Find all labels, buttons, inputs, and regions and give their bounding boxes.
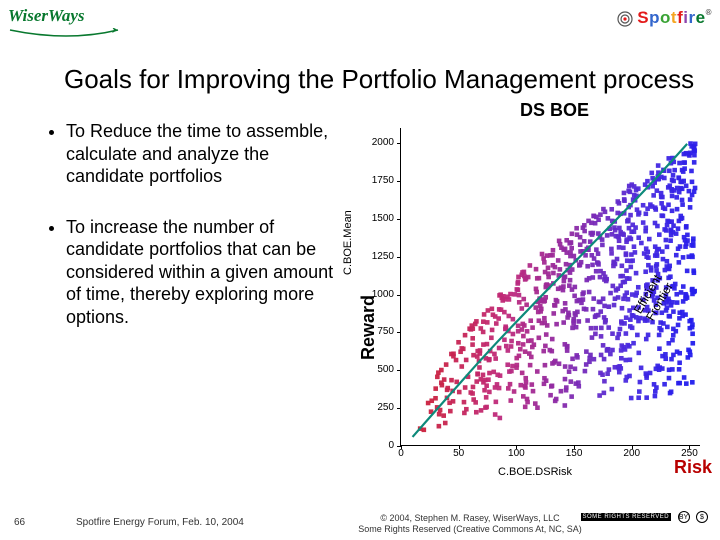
cc-by-icon: BY xyxy=(678,511,690,523)
cc-nc-icon: $ xyxy=(696,511,708,523)
bullet-item: To increase the number of candidate port… xyxy=(66,216,348,329)
y-tick-label: 1250 xyxy=(354,251,394,262)
y-tick-label: 0 xyxy=(354,440,394,451)
wiser-ways-logo: WiserWays xyxy=(8,6,85,26)
page-number: 66 xyxy=(14,517,25,528)
x-tick-label: 150 xyxy=(566,448,583,459)
x-side-label: Risk xyxy=(674,457,712,478)
scatter-plot: 0250500750100012501500175020000501001502… xyxy=(400,128,700,446)
y-tick-label: 1000 xyxy=(354,289,394,300)
y-tick-label: 2000 xyxy=(354,137,394,148)
spotfire-target-icon xyxy=(617,11,633,27)
y-tick-label: 250 xyxy=(354,402,394,413)
y-tick-label: 1500 xyxy=(354,213,394,224)
y-tick-label: 750 xyxy=(354,326,394,337)
y-tick-label: 1750 xyxy=(354,175,394,186)
wiser-ways-text: WiserWays xyxy=(8,6,85,25)
forum-text: Spotfire Energy Forum, Feb. 10, 2004 xyxy=(76,517,244,528)
x-tick-label: 50 xyxy=(453,448,464,459)
copyright-line1: © 2004, Stephen M. Rasey, WiserWays, LLC xyxy=(320,513,620,523)
registered-mark: ® xyxy=(706,8,712,17)
bullet-list: To Reduce the time to assemble, calculat… xyxy=(48,120,348,356)
y-axis-label: C.BOE.Mean xyxy=(342,210,354,275)
x-tick-label: 100 xyxy=(508,448,525,459)
wiser-ways-arc-icon xyxy=(8,28,128,40)
slide: WiserWays Spotfire® Goals for Improving … xyxy=(0,0,720,540)
chart-title: DS BOE xyxy=(520,100,589,121)
copyright-block: © 2004, Stephen M. Rasey, WiserWays, LLC… xyxy=(320,513,620,534)
x-axis-label: C.BOE.DSRisk xyxy=(498,466,572,478)
copyright-line2: Some Rights Reserved (Creative Commons A… xyxy=(320,524,620,534)
page-title: Goals for Improving the Portfolio Manage… xyxy=(64,64,694,95)
cc-bar: SOME RIGHTS RESERVED xyxy=(581,513,672,521)
cc-badges: SOME RIGHTS RESERVED BY $ xyxy=(581,508,708,526)
spotfire-logo: Spotfire® xyxy=(617,8,712,28)
top-bar: WiserWays Spotfire® xyxy=(8,6,712,40)
chart-region: DS BOE Reward C.BOE.Mean 025050075010001… xyxy=(350,100,710,480)
x-tick-label: 0 xyxy=(398,448,404,459)
y-tick-label: 500 xyxy=(354,364,394,375)
x-tick-label: 200 xyxy=(623,448,640,459)
bullet-item: To Reduce the time to assemble, calculat… xyxy=(66,120,348,188)
